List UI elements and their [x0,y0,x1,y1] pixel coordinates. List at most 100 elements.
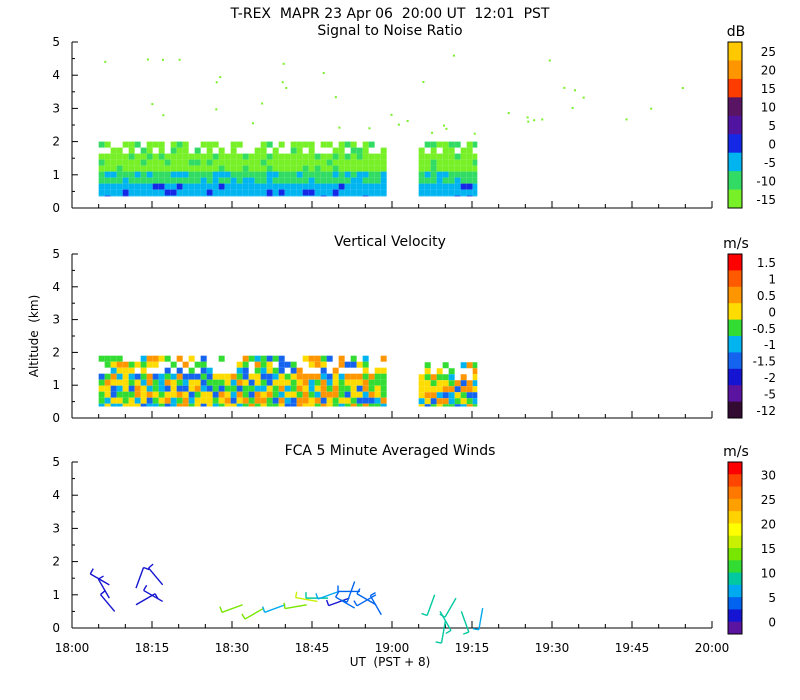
heatmap-cell [344,189,351,196]
heatmap-cell [218,391,225,398]
heatmap-cell [296,165,303,172]
heatmap-cell [188,195,195,197]
heatmap-cell [436,177,443,184]
heatmap-cell [418,183,425,190]
heatmap-cell [200,355,207,362]
y-axis-label: Altitude (km) [27,295,41,378]
heatmap-cell [448,392,455,399]
heatmap-cell [152,153,159,160]
heatmap-cell [254,183,261,190]
heatmap-cell [128,385,135,392]
heatmap-cell [380,391,387,398]
heatmap-cell [454,386,461,393]
heatmap-cell [152,159,159,166]
heatmap-cell [278,373,285,380]
heatmap-cell [380,397,387,404]
heatmap-cell [254,367,261,374]
heatmap-cell [332,183,339,190]
heatmap-cell [140,403,147,407]
colorbar-label: 30 [761,468,776,482]
heatmap-cell [122,373,129,380]
heatmap-cell [128,183,135,190]
heatmap-cell [236,195,243,197]
heatmap-cell [397,123,400,126]
x-tick-label: 20:00 [695,641,730,655]
heatmap-cell [472,374,478,381]
heatmap-cell [350,153,357,160]
heatmap-cell [285,86,288,89]
heatmap-cell [418,165,425,172]
colorbar-label: 15 [761,82,776,96]
heatmap-cell [266,391,273,398]
heatmap-cell [206,195,213,197]
heatmap-cell [206,153,213,160]
colorbar-swatch [728,336,742,353]
heatmap-cell [224,195,231,197]
heatmap-cell [452,54,455,57]
x-tick-label: 19:30 [535,641,570,655]
heatmap-cell [188,379,195,386]
heatmap-cell [236,171,243,178]
heatmap-cell [284,379,291,386]
heatmap-cell [116,171,123,178]
colorbar-swatch [728,270,742,288]
wind-barb-staff [356,594,377,607]
heatmap-cell [454,183,461,190]
heatmap-cell [182,159,189,166]
wind-barb-staff [335,596,356,609]
wind-barb-staff [328,597,350,607]
heatmap-cell [218,385,225,392]
heatmap-cell [224,183,231,190]
heatmap-cell [248,373,255,380]
wind-barb [283,602,307,610]
heatmap-cell [332,171,339,178]
heatmap-cell [98,171,105,178]
wind-barb-staff [221,604,243,613]
heatmap-cell [472,362,478,369]
heatmap-cell [200,189,207,196]
heatmap-cell [338,385,345,392]
heatmap-cell [282,62,285,65]
wind-barb-flag [356,588,361,595]
heatmap-cell [326,177,333,184]
heatmap-cell [362,183,369,190]
heatmap-cell [442,392,449,399]
colorbar-swatch [728,597,742,610]
heatmap-cell [134,373,141,380]
heatmap-cell [448,386,455,393]
heatmap-cell [224,177,231,184]
heatmap-cell [230,141,237,148]
heatmap-cell [374,367,381,374]
heatmap-cell [242,195,249,197]
colorbar-swatch [728,584,742,598]
heatmap-cell [254,361,261,368]
heatmap-cell [326,153,333,160]
wind-barb-staff [369,595,382,616]
heatmap-cell [260,367,267,374]
snr-panel: Signal to Noise Ratio 0 1 2 3 4 5 dB 25 20 15 10 5 0… [52,23,776,215]
heatmap-cell [188,165,195,172]
colorbar-label: 10 [761,567,776,581]
heatmap-cell [326,391,333,398]
colorbar-swatch [728,254,742,271]
wind-barb [261,604,286,613]
heatmap-cell [430,398,437,405]
y-tick-label: 1 [52,588,60,602]
heatmap-cell [442,386,449,393]
wind-barb [147,563,164,586]
heatmap-cell [526,116,529,119]
heatmap-cell [200,373,207,380]
heatmap-cell [436,165,443,172]
heatmap-cell [116,385,123,392]
wind-barb-staff [264,604,286,613]
heatmap-cell [212,183,219,190]
wind-barb-staff [317,590,339,600]
heatmap-cell [362,367,369,374]
heatmap-cell [548,59,551,62]
heatmap-cell [206,147,213,154]
heatmap-cell [308,165,315,172]
heatmap-cell [254,385,261,392]
heatmap-cell [296,403,303,407]
heatmap-cell [424,398,431,405]
colorbar-swatch [728,303,742,321]
